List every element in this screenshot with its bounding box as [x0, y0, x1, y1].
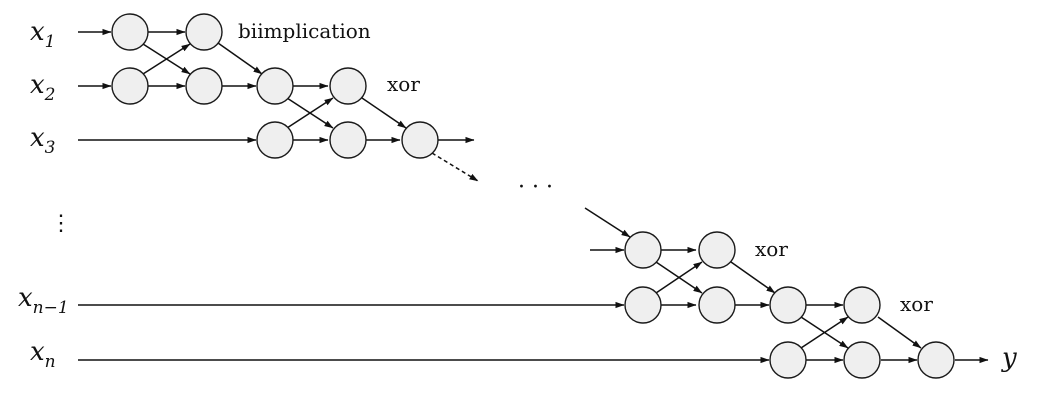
node: [769, 341, 807, 379]
node: [843, 286, 881, 324]
stage-n2-edges: [78, 207, 776, 309]
node: [329, 67, 367, 105]
stage-n2-nodes: [624, 231, 807, 324]
stage2-edges: [78, 82, 479, 182]
node: [401, 121, 439, 159]
node: [843, 341, 881, 379]
gate-label-biimplication: biimplication: [238, 19, 371, 43]
input-label-x1: x1: [30, 17, 56, 52]
node: [624, 231, 662, 269]
node: [698, 286, 736, 324]
node: [624, 286, 662, 324]
node: [111, 13, 149, 51]
final-stage-edges: [78, 301, 989, 364]
node: [111, 67, 149, 105]
node: [769, 286, 807, 324]
node: [329, 121, 367, 159]
input-label-xn-1: xn−1: [18, 283, 69, 318]
gate-label-xor-1: xor: [387, 72, 420, 96]
stage1-nodes: [111, 13, 223, 105]
input-label-xn: xn: [30, 337, 56, 372]
output-label-y: y: [1001, 343, 1017, 373]
node: [698, 231, 736, 269]
gate-label-xor-2: xor: [755, 237, 788, 261]
node: [256, 67, 294, 105]
stage2-nodes: [256, 67, 439, 159]
stage1-edges: [78, 28, 263, 90]
node: [256, 121, 294, 159]
horizontal-ellipsis: · · ·: [518, 175, 553, 200]
node: [185, 67, 223, 105]
node: [185, 13, 223, 51]
input-label-x2: x2: [30, 70, 56, 105]
node: [917, 341, 955, 379]
gate-label-xor-3: xor: [900, 292, 933, 316]
vertical-ellipsis: ⋮: [50, 211, 72, 236]
input-label-x3: x3: [30, 123, 56, 158]
final-stage-nodes: [769, 286, 955, 379]
